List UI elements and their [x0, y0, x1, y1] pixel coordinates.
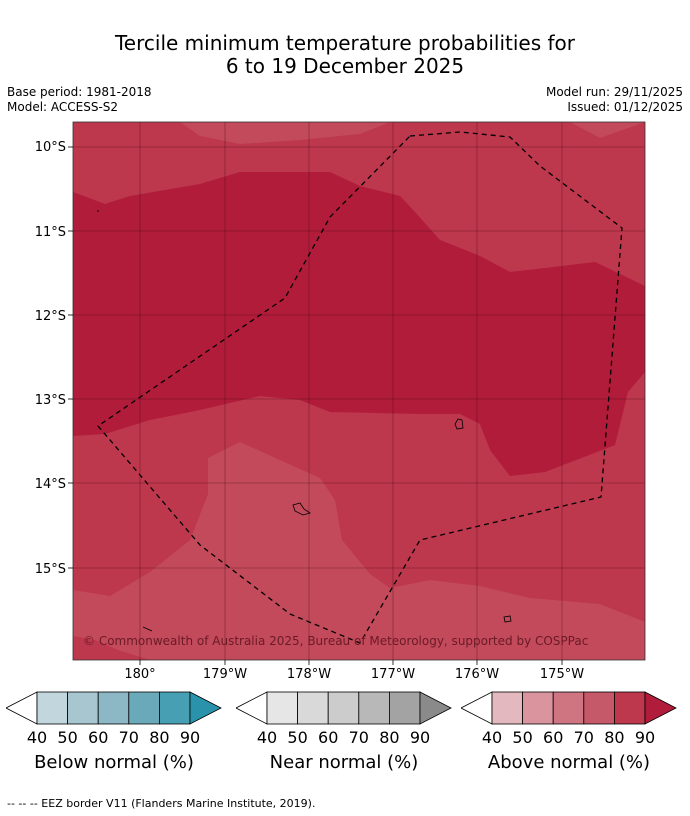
- colorbar-near-over: [419, 691, 452, 725]
- below-swatch-50: [67, 691, 99, 725]
- colorbar-above-under: [460, 691, 493, 725]
- title-line-1: Tercile minimum temperature probabilitie…: [114, 31, 576, 55]
- colorbar-below-over: [189, 691, 222, 725]
- map-fields: [73, 122, 645, 660]
- colorbar-below: 40 50 60 70 80 90 Below normal (%): [5, 690, 222, 773]
- tick-50: 50: [57, 728, 78, 747]
- lat-label-10s: 10°S: [35, 140, 66, 155]
- lon-label-176w: 176°W: [455, 667, 499, 682]
- field-above-80-90: [73, 172, 645, 476]
- tick-80: 80: [604, 728, 625, 747]
- tick-80: 80: [379, 728, 400, 747]
- colorbar-near-label: Near normal (%): [269, 752, 419, 773]
- colorbar-near-under: [235, 691, 268, 725]
- tick-70: 70: [348, 728, 369, 747]
- colorbar-above-label: Above normal (%): [487, 752, 651, 773]
- lon-label-179w: 179°W: [203, 667, 247, 682]
- copyright-text: © Commonwealth of Australia 2025, Bureau…: [83, 634, 588, 648]
- tick-90: 90: [179, 728, 201, 747]
- below-swatch-60: [97, 691, 130, 725]
- meta-left: Base period: 1981-2018 Model: ACCESS-S2: [7, 85, 152, 115]
- tick-60: 60: [88, 728, 109, 747]
- tick-80: 80: [149, 728, 170, 747]
- island-3: [503, 615, 512, 623]
- meta-right: Model run: 29/11/2025 Issued: 01/12/2025: [546, 85, 683, 115]
- tick-50: 50: [512, 728, 533, 747]
- tick-90: 90: [409, 728, 431, 747]
- island-1: [454, 418, 464, 430]
- tick-60: 60: [543, 728, 564, 747]
- tick-90: 90: [634, 728, 656, 747]
- colorbar-below-label: Below normal (%): [34, 752, 194, 773]
- above-swatch-60: [552, 691, 585, 725]
- lat-label-13s: 13°S: [35, 393, 66, 408]
- tick-60: 60: [318, 728, 339, 747]
- colorbar-above-ticks: 40 50 60 70 80 90: [461, 728, 677, 748]
- colorbar-above-swatches: [460, 691, 677, 725]
- lon-label-175w: 175°W: [540, 667, 584, 682]
- below-swatch-70: [128, 691, 160, 725]
- tick-50: 50: [287, 728, 308, 747]
- colorbar-near-ticks: 40 50 60 70 80 90: [236, 728, 452, 748]
- base-period: Base period: 1981-2018: [7, 85, 152, 99]
- above-swatch-70: [583, 691, 615, 725]
- colorbar-near: 40 50 60 70 80 90 Near normal (%): [235, 690, 452, 773]
- tick-40: 40: [481, 728, 503, 747]
- map-title: Tercile minimum temperature probabilitie…: [0, 32, 690, 78]
- eez-border: [97, 131, 623, 644]
- colorbar-below-under: [5, 691, 38, 725]
- probability-map: © Commonwealth of Australia 2025, Bureau…: [35, 121, 646, 682]
- near-swatch-60: [327, 691, 360, 725]
- colorbar-below-ticks: 40 50 60 70 80 90: [6, 728, 222, 748]
- issued-date: Issued: 01/12/2025: [567, 100, 683, 114]
- near-swatch-50: [297, 691, 329, 725]
- lon-label-178w: 178°W: [287, 667, 331, 682]
- island-5: [97, 210, 99, 212]
- model-name: Model: ACCESS-S2: [7, 100, 119, 114]
- above-swatch-80: [613, 691, 646, 725]
- model-run: Model run: 29/11/2025: [545, 85, 683, 99]
- gridlines: [68, 122, 645, 665]
- colorbar-near-swatches: [235, 691, 452, 725]
- above-swatch-50: [522, 691, 554, 725]
- field-above-60-70-bottom: [73, 442, 645, 660]
- lon-label-180: 180°: [124, 667, 155, 682]
- map-frame: [72, 121, 646, 661]
- lon-label-177w: 177°W: [371, 667, 415, 682]
- island-4: [142, 626, 153, 632]
- colorbar-below-swatches: [5, 691, 222, 725]
- tick-40: 40: [26, 728, 48, 747]
- title-line-2: 6 to 19 December 2025: [225, 54, 465, 78]
- colorbar-above: 40 50 60 70 80 90 Above normal (%): [460, 690, 677, 773]
- island-2: [292, 502, 311, 516]
- below-swatch-80: [158, 691, 191, 725]
- near-swatch-80: [388, 691, 421, 725]
- tick-70: 70: [573, 728, 594, 747]
- lat-label-14s: 14°S: [35, 477, 66, 492]
- colorbar-above-over: [644, 691, 677, 725]
- lat-label-12s: 12°S: [35, 309, 66, 324]
- below-swatch-40: [36, 691, 69, 725]
- tick-70: 70: [118, 728, 139, 747]
- field-above-60-70-top: [180, 122, 390, 144]
- near-swatch-70: [358, 691, 390, 725]
- lat-label-11s: 11°S: [35, 225, 66, 240]
- field-above-70-80-bottom-left: [73, 636, 150, 660]
- above-swatch-40: [491, 691, 524, 725]
- near-swatch-40: [266, 691, 299, 725]
- lat-label-15s: 15°S: [35, 562, 66, 577]
- tick-40: 40: [256, 728, 278, 747]
- field-above-60-70-topright: [570, 122, 645, 138]
- eez-footnote: -- -- -- EEZ border V11 (Flanders Marine…: [7, 797, 316, 810]
